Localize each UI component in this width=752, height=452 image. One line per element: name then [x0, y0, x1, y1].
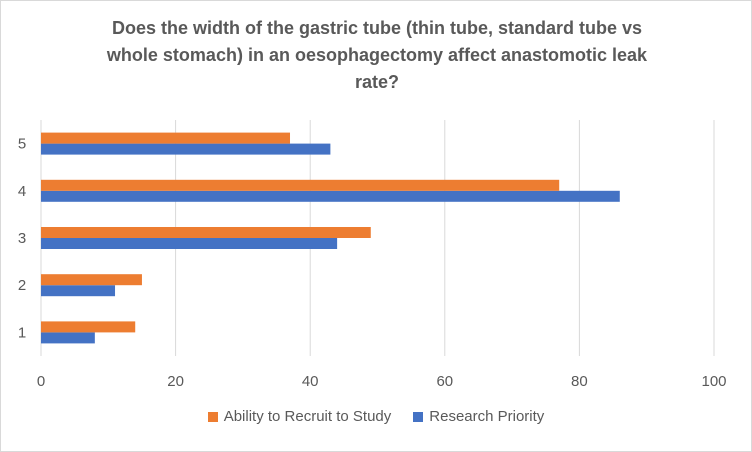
chart-legend: Ability to Recruit to Study Research Pri… [0, 408, 752, 425]
bar-ability-to-recruit-2 [41, 274, 142, 286]
chart-title-line-2: whole stomach) in an oesophagectomy affe… [106, 45, 648, 65]
x-tick-label-0: 0 [37, 373, 45, 390]
chart-title-line-1: Does the width of the gastric tube (thin… [111, 18, 643, 38]
chart-title-line-3: rate? [354, 72, 399, 92]
bar-ability-to-recruit-5 [41, 132, 291, 144]
y-tick-label-4: 4 [18, 183, 26, 200]
y-tick-label-1: 1 [18, 324, 26, 341]
bar-research-priority-1 [41, 332, 95, 344]
x-tick-label-40: 40 [302, 373, 319, 390]
bar-research-priority-5 [41, 143, 331, 155]
y-tick-label-2: 2 [18, 277, 26, 294]
legend-item-ability: Ability to Recruit to Study [207, 408, 392, 425]
bar-research-priority-3 [41, 238, 338, 249]
y-tick-label-5: 5 [18, 136, 26, 153]
x-tick-label-100: 100 [701, 373, 726, 390]
x-tick-label-80: 80 [571, 373, 588, 390]
bar-ability-to-recruit-1 [41, 321, 136, 333]
legend-swatch-ability [207, 411, 218, 422]
legend-label-ability: Ability to Recruit to Study [223, 408, 392, 425]
x-tick-label-20: 20 [167, 373, 184, 390]
legend-label-research: Research Priority [429, 408, 545, 425]
x-tick-label-60: 60 [436, 373, 453, 390]
legend-swatch-research [413, 411, 424, 422]
bar-research-priority-4 [41, 190, 620, 202]
y-tick-label-3: 3 [18, 230, 26, 247]
legend-item-research: Research Priority [413, 408, 544, 425]
bar-ability-to-recruit-4 [41, 179, 560, 191]
bar-research-priority-2 [41, 285, 116, 297]
chart-title: Does the width of the gastric tube (thin… [61, 15, 693, 96]
bar-ability-to-recruit-3 [41, 227, 371, 238]
